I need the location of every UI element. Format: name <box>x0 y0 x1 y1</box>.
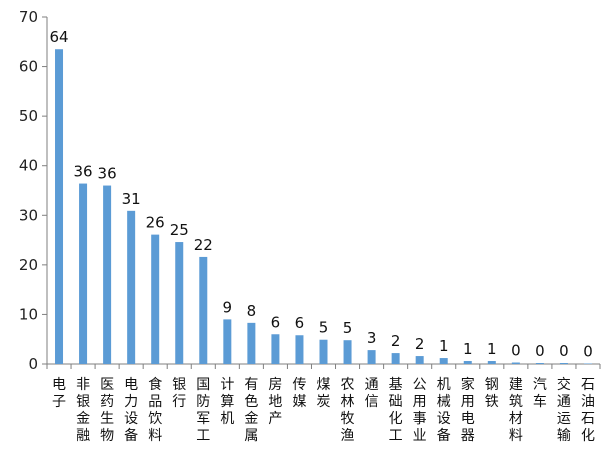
data-label: 0 <box>559 342 569 360</box>
y-tick-label: 0 <box>28 355 38 373</box>
bar <box>415 356 424 364</box>
data-label: 6 <box>271 313 281 331</box>
data-label: 3 <box>367 329 377 347</box>
data-label: 31 <box>122 190 141 208</box>
data-label: 0 <box>583 343 593 361</box>
bar <box>463 361 472 364</box>
data-label: 5 <box>343 319 353 337</box>
category-label: 计算机 <box>220 377 234 427</box>
data-label: 64 <box>49 28 68 46</box>
category-label: 有色金属 <box>244 377 258 444</box>
bar <box>487 361 496 364</box>
category-label: 钢铁 <box>485 377 499 410</box>
category-labels: 电子非银金融医药生物电力设备食品饮料银行国防军工计算机有色金属房地产传媒煤炭农林… <box>52 376 595 444</box>
category-label: 通信 <box>365 377 379 410</box>
bar <box>511 362 520 364</box>
category-label: 医药生物 <box>100 377 114 444</box>
y-axis: 0 10 20 30 40 50 60 70 <box>19 8 48 373</box>
category-label: 建筑材料 <box>509 377 523 444</box>
data-label: 36 <box>98 165 117 183</box>
bar <box>271 334 280 364</box>
category-label: 银行 <box>172 377 186 410</box>
x-axis <box>46 363 601 369</box>
data-label: 6 <box>295 314 305 332</box>
data-label: 36 <box>74 163 93 181</box>
bar <box>439 358 448 364</box>
category-label: 电子 <box>52 377 66 410</box>
data-label: 0 <box>535 342 545 360</box>
category-label: 基础化工 <box>389 376 403 444</box>
y-tick-label: 30 <box>19 206 38 224</box>
data-label: 1 <box>439 337 449 355</box>
bar <box>535 363 544 364</box>
category-label: 石油石化 <box>581 377 595 444</box>
category-label: 食品饮料 <box>148 376 162 444</box>
data-label: 0 <box>511 342 521 360</box>
data-label: 25 <box>170 221 189 239</box>
category-label: 传媒 <box>292 377 306 410</box>
bar <box>343 340 352 364</box>
data-label: 1 <box>487 340 497 358</box>
bar <box>127 210 136 364</box>
bar <box>295 335 304 364</box>
y-tick-label: 70 <box>19 8 38 26</box>
bar <box>103 185 112 364</box>
data-label: 2 <box>391 332 401 350</box>
data-label: 1 <box>463 340 473 358</box>
category-label: 国防军工 <box>196 377 210 444</box>
bar <box>151 234 160 364</box>
data-label: 5 <box>319 319 329 337</box>
bar <box>247 322 256 364</box>
category-label: 煤炭 <box>317 377 331 410</box>
bar <box>559 363 568 364</box>
bar <box>367 350 376 364</box>
category-label: 农林牧渔 <box>341 377 355 444</box>
data-label: 8 <box>247 302 257 320</box>
category-label: 家用电器 <box>461 376 475 444</box>
bar <box>199 256 208 364</box>
bar <box>583 363 592 364</box>
bar <box>319 339 328 364</box>
bar <box>391 353 400 364</box>
category-label: 房地产 <box>268 377 282 427</box>
y-tick-label: 10 <box>19 305 38 323</box>
category-label: 机械设备 <box>437 377 451 444</box>
y-tick-label: 40 <box>19 157 38 175</box>
category-label: 交通运输 <box>557 376 571 444</box>
bar <box>55 49 64 364</box>
data-label: 9 <box>223 298 233 316</box>
y-tick-label: 20 <box>19 256 38 274</box>
bars <box>55 49 592 364</box>
category-label: 非银金融 <box>76 377 90 444</box>
bar <box>175 242 184 364</box>
bar <box>79 183 88 364</box>
bar <box>223 319 232 364</box>
y-tick-label: 50 <box>19 107 38 125</box>
category-label: 电力设备 <box>124 377 138 444</box>
data-label: 26 <box>146 214 165 232</box>
y-tick-label: 60 <box>19 58 38 76</box>
category-label: 公用事业 <box>413 377 427 444</box>
data-label: 2 <box>415 335 425 353</box>
data-label: 22 <box>194 236 213 254</box>
category-label: 汽车 <box>533 377 547 410</box>
